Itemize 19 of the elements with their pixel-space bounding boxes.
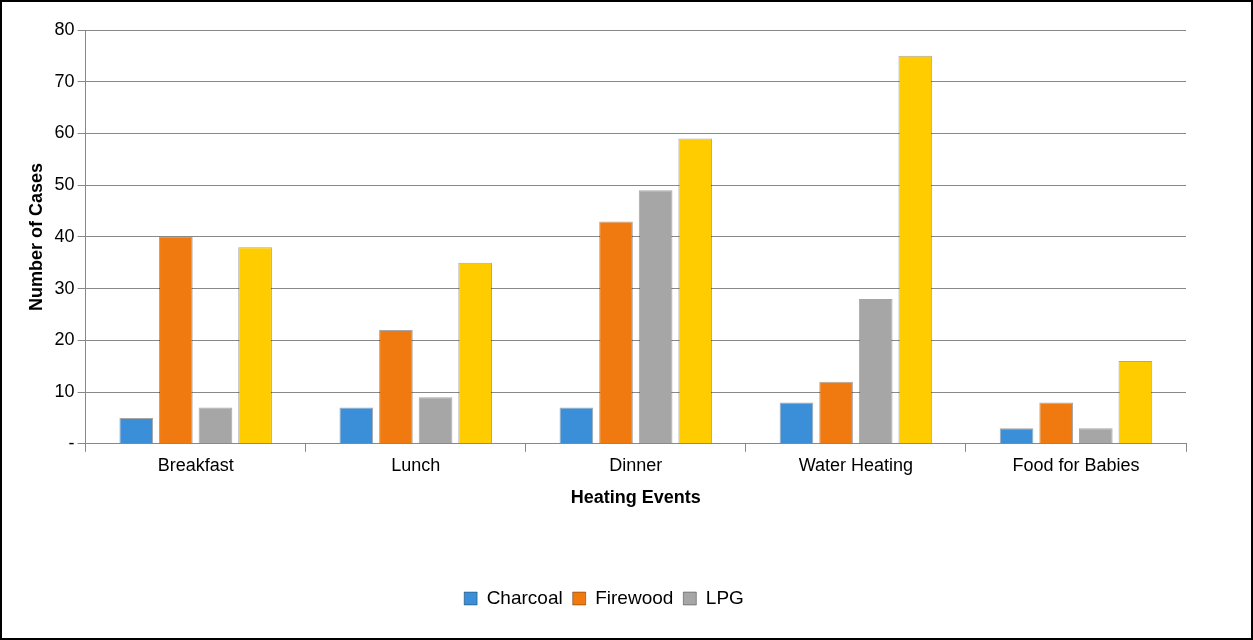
y-tick-label: 70 bbox=[54, 70, 75, 91]
legend-label: LPG bbox=[705, 586, 744, 608]
x-tick-label: Dinner bbox=[609, 454, 663, 475]
x-tick-label: Food for Babies bbox=[1012, 454, 1140, 475]
y-tick-label: 80 bbox=[54, 18, 75, 39]
y-tick-label: 10 bbox=[54, 381, 75, 402]
legend-label: Firewood bbox=[595, 586, 674, 608]
y-tick-label: 50 bbox=[54, 174, 75, 195]
y-tick-label: 60 bbox=[54, 122, 75, 143]
x-axis-title: Heating Events bbox=[570, 487, 701, 508]
y-tick-label: - bbox=[68, 432, 75, 453]
x-tick-label: Lunch bbox=[391, 454, 441, 475]
y-tick-label: 20 bbox=[54, 329, 75, 350]
y-tick-label: 30 bbox=[54, 277, 75, 298]
x-tick-label: Water Heating bbox=[798, 454, 914, 475]
legend-label: Charcoal bbox=[486, 586, 563, 608]
y-tick-label: 40 bbox=[54, 225, 75, 246]
x-tick-label: Breakfast bbox=[157, 454, 234, 475]
y-axis-title: Number of Cases bbox=[25, 162, 46, 311]
